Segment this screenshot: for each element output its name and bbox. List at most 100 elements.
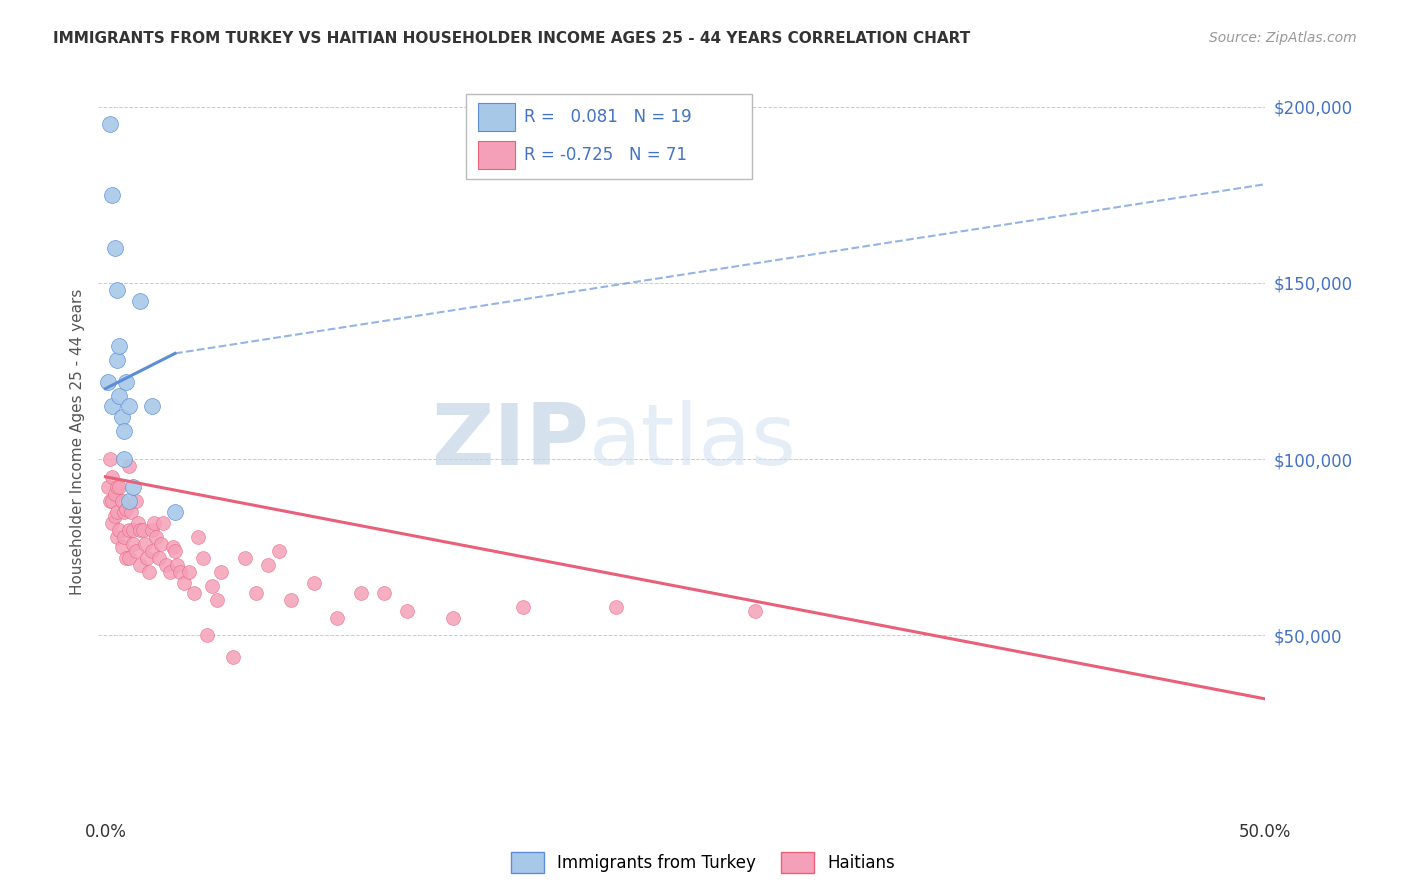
Point [159,565,181,579]
Point [197,628,219,642]
Point [233,550,256,565]
Point [302,575,325,590]
Point [108,523,131,537]
Point [124,494,146,508]
Point [141,544,163,558]
Point [98,494,121,508]
Point [326,611,349,625]
Point [101,516,124,530]
Point [169,565,191,579]
Point [111,409,134,424]
Text: IMMIGRANTS FROM TURKEY VS HAITIAN HOUSEHOLDER INCOME AGES 25 - 44 YEARS CORRELAT: IMMIGRANTS FROM TURKEY VS HAITIAN HOUSEH… [53,31,970,46]
Point [104,487,127,501]
Point [97,375,120,389]
FancyBboxPatch shape [478,141,515,169]
Point [162,541,184,555]
Point [129,523,152,537]
Point [122,480,145,494]
Point [112,424,135,438]
Point [395,604,418,618]
Point [117,494,139,508]
Point [163,505,186,519]
Point [744,604,766,618]
Point [373,586,395,600]
Point [108,480,131,494]
FancyBboxPatch shape [478,103,515,131]
Point [166,558,188,572]
Point [108,389,131,403]
Point [150,537,173,551]
Point [136,550,159,565]
Point [98,452,121,467]
Point [104,241,127,255]
Point [117,523,139,537]
Point [256,558,278,572]
Point [131,523,153,537]
Point [122,537,145,551]
Point [111,494,134,508]
Point [101,494,124,508]
Point [104,508,127,523]
Point [173,575,195,590]
Point [205,593,228,607]
Text: R = -0.725   N = 71: R = -0.725 N = 71 [524,146,688,164]
Point [101,399,124,413]
Point [115,375,138,389]
Point [105,353,128,368]
Point [117,550,139,565]
Point [115,501,138,516]
Point [201,579,224,593]
Point [129,293,152,308]
Point [209,565,232,579]
Point [141,523,163,537]
Point [187,530,209,544]
Point [117,399,139,413]
Point [134,537,156,551]
Point [183,586,205,600]
Point [441,611,464,625]
Point [101,187,124,202]
Point [112,530,135,544]
Text: R =   0.081   N = 19: R = 0.081 N = 19 [524,109,692,127]
Point [191,550,214,565]
Point [512,600,534,615]
Point [280,593,302,607]
Point [129,558,152,572]
Point [141,399,163,413]
Point [145,530,167,544]
Point [143,516,166,530]
Point [148,550,170,565]
Point [112,505,135,519]
Text: Source: ZipAtlas.com: Source: ZipAtlas.com [1209,31,1357,45]
Point [112,452,135,467]
Point [105,530,128,544]
Point [105,283,128,297]
Point [98,117,121,131]
Point [245,586,267,600]
Point [138,565,160,579]
Point [163,544,186,558]
Point [605,600,627,615]
Point [152,516,174,530]
Point [222,649,245,664]
Point [105,480,128,494]
FancyBboxPatch shape [465,94,752,178]
Point [108,339,131,353]
Point [124,544,146,558]
Legend: Immigrants from Turkey, Haitians: Immigrants from Turkey, Haitians [503,846,903,880]
Point [120,505,142,519]
Y-axis label: Householder Income Ages 25 - 44 years: Householder Income Ages 25 - 44 years [69,288,84,595]
Point [177,565,200,579]
Point [97,480,120,494]
Text: ZIP: ZIP [430,400,589,483]
Point [349,586,371,600]
Point [269,544,291,558]
Point [105,505,128,519]
Point [127,516,149,530]
Point [111,541,134,555]
Point [101,470,124,484]
Point [117,459,139,474]
Point [122,523,145,537]
Point [155,558,177,572]
Text: atlas: atlas [589,400,797,483]
